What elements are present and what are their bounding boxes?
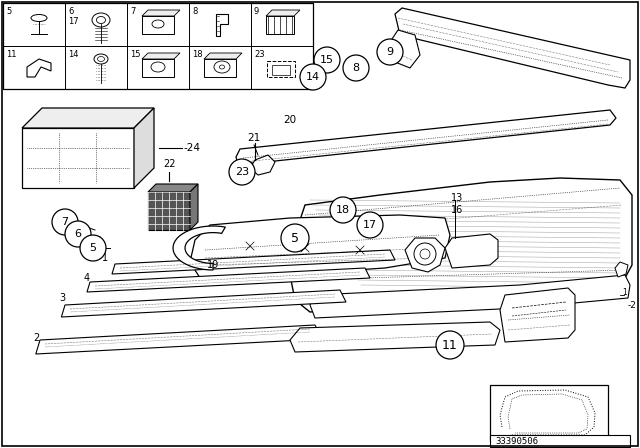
Text: 9: 9 — [387, 47, 394, 57]
Ellipse shape — [214, 61, 230, 73]
Ellipse shape — [152, 20, 164, 28]
Text: 19: 19 — [207, 260, 219, 270]
Text: 23: 23 — [254, 50, 264, 59]
Circle shape — [52, 209, 78, 235]
Ellipse shape — [220, 65, 225, 69]
Polygon shape — [61, 290, 346, 317]
Circle shape — [420, 249, 430, 259]
Polygon shape — [388, 30, 420, 68]
Polygon shape — [112, 250, 395, 274]
Text: 7: 7 — [61, 217, 68, 227]
Circle shape — [65, 221, 91, 247]
Bar — [490, 385, 608, 440]
Bar — [3, 3, 313, 89]
Bar — [142, 16, 174, 34]
Bar — [272, 65, 290, 75]
Text: 22: 22 — [163, 159, 175, 169]
Text: 21: 21 — [248, 133, 260, 143]
Polygon shape — [615, 262, 628, 277]
Text: 23: 23 — [235, 167, 249, 177]
Polygon shape — [148, 184, 198, 192]
Text: 33390506: 33390506 — [495, 436, 538, 445]
Ellipse shape — [94, 54, 108, 64]
Text: -2: -2 — [628, 301, 637, 310]
Polygon shape — [216, 14, 228, 36]
Circle shape — [229, 159, 255, 185]
Text: 18: 18 — [192, 50, 203, 59]
Text: 14: 14 — [306, 72, 320, 82]
Text: 11: 11 — [6, 50, 17, 59]
Polygon shape — [310, 275, 630, 318]
Polygon shape — [142, 53, 180, 59]
Polygon shape — [445, 234, 498, 268]
Polygon shape — [142, 10, 180, 16]
Text: 9: 9 — [254, 7, 259, 16]
Text: 6: 6 — [74, 229, 81, 239]
Ellipse shape — [92, 13, 110, 27]
Polygon shape — [87, 268, 370, 292]
Polygon shape — [250, 155, 275, 175]
Ellipse shape — [151, 62, 165, 72]
Text: 5: 5 — [291, 232, 299, 245]
Text: 2: 2 — [34, 333, 40, 343]
Text: 17: 17 — [363, 220, 377, 230]
Polygon shape — [190, 215, 450, 278]
Ellipse shape — [97, 17, 106, 23]
Polygon shape — [405, 238, 445, 272]
Bar — [267, 61, 295, 77]
Circle shape — [330, 197, 356, 223]
Text: 5: 5 — [90, 243, 97, 253]
Text: 11: 11 — [442, 339, 458, 352]
Text: 4: 4 — [84, 273, 90, 283]
Text: 1: 1 — [102, 253, 108, 263]
Polygon shape — [173, 226, 225, 270]
Text: 6: 6 — [68, 7, 74, 16]
Polygon shape — [236, 110, 616, 165]
Text: 8: 8 — [353, 63, 360, 73]
Circle shape — [281, 224, 309, 252]
Bar — [204, 59, 236, 77]
Text: 16: 16 — [451, 205, 463, 215]
Polygon shape — [290, 322, 500, 352]
Circle shape — [300, 64, 326, 90]
Text: 17: 17 — [68, 17, 79, 26]
Text: 3: 3 — [59, 293, 65, 303]
Circle shape — [80, 235, 106, 261]
Polygon shape — [290, 178, 632, 312]
Text: -24: -24 — [184, 143, 201, 153]
Polygon shape — [500, 288, 575, 342]
Polygon shape — [22, 128, 134, 188]
Text: 18: 18 — [336, 205, 350, 215]
Text: 15: 15 — [130, 50, 141, 59]
Polygon shape — [204, 53, 242, 59]
Text: 8: 8 — [192, 7, 197, 16]
Text: 14: 14 — [68, 50, 79, 59]
Text: 1: 1 — [623, 288, 627, 297]
Text: 13: 13 — [451, 193, 463, 203]
Polygon shape — [22, 108, 154, 128]
Polygon shape — [190, 184, 198, 230]
Text: 20: 20 — [284, 115, 296, 125]
Circle shape — [314, 47, 340, 73]
Circle shape — [377, 39, 403, 65]
Circle shape — [357, 212, 383, 238]
Text: 7: 7 — [130, 7, 136, 16]
Ellipse shape — [31, 14, 47, 22]
Bar — [142, 59, 174, 77]
Polygon shape — [134, 108, 154, 188]
Bar — [490, 435, 630, 447]
Bar — [148, 192, 190, 230]
Circle shape — [436, 331, 464, 359]
Polygon shape — [266, 10, 300, 16]
Polygon shape — [395, 8, 630, 88]
Circle shape — [343, 55, 369, 81]
Polygon shape — [27, 59, 51, 77]
Ellipse shape — [97, 56, 104, 61]
Text: 5: 5 — [6, 7, 12, 16]
Bar — [266, 16, 294, 34]
Polygon shape — [36, 325, 322, 354]
Circle shape — [414, 243, 436, 265]
Text: 15: 15 — [320, 55, 334, 65]
